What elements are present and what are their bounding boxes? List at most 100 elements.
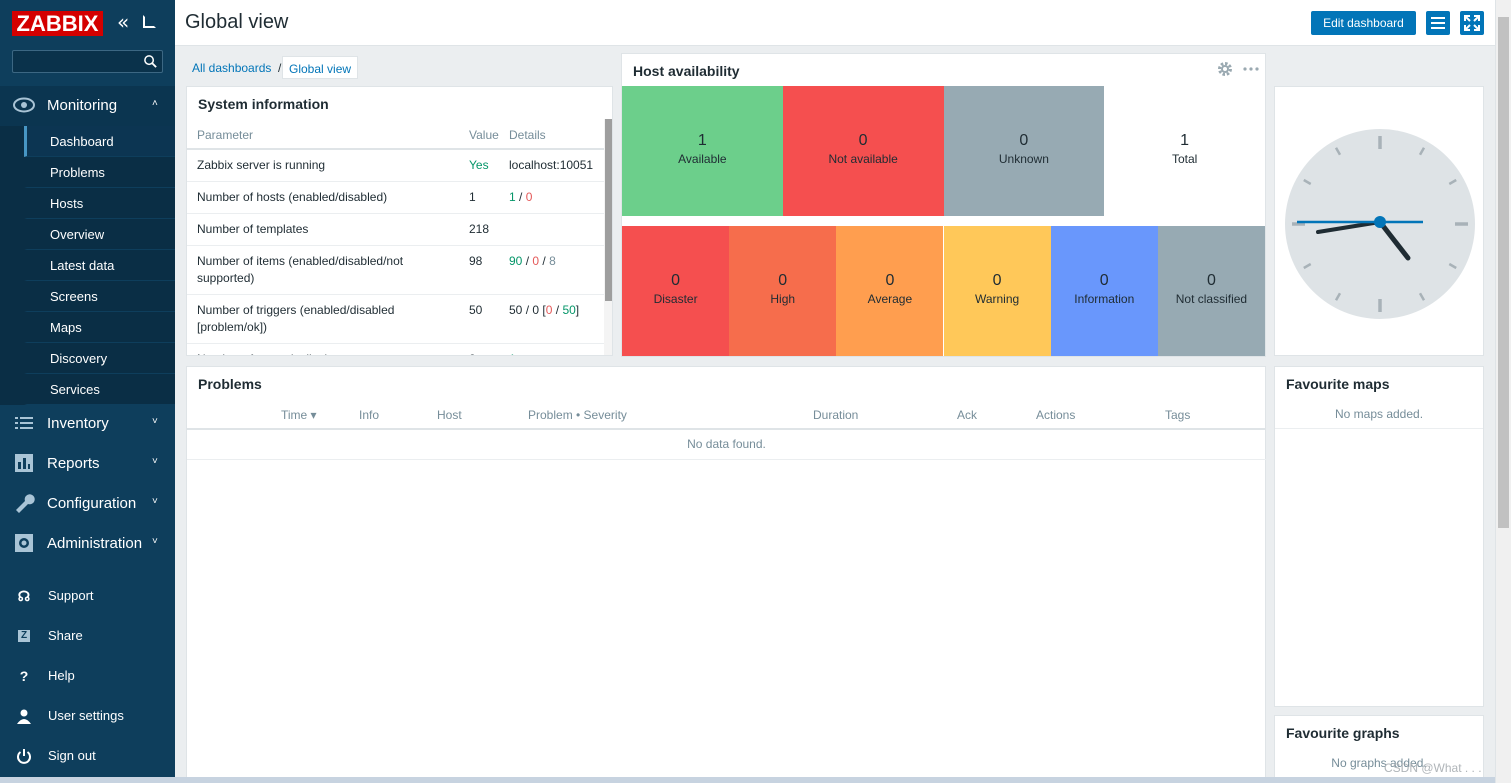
sidebar-support[interactable]: ☊ Support <box>0 581 175 611</box>
disabled-count: 0 <box>532 254 540 268</box>
column-header: Details <box>499 121 605 150</box>
column-header: Parameter <box>187 121 459 150</box>
severity-count: 0 <box>671 272 681 289</box>
no-graphs-message: No graphs added. <box>1331 756 1427 770</box>
list-icon <box>15 417 33 429</box>
sidebar-item-latest-data[interactable]: Latest data <box>24 250 175 281</box>
user-settings-label: User settings <box>48 708 124 723</box>
fullscreen-button[interactable] <box>1460 11 1484 35</box>
value-cell: 2 <box>459 343 499 355</box>
page-scrollbar[interactable] <box>1495 0 1511 783</box>
severity-cell[interactable]: 0 High <box>729 226 837 356</box>
sidebar-item-discovery[interactable]: Discovery <box>24 343 175 374</box>
severity-label: Warning <box>974 292 1020 306</box>
clock-tick <box>1334 292 1342 301</box>
severity-cell[interactable]: 0 Average <box>836 226 944 356</box>
sidebar-item-problems[interactable]: Problems <box>24 157 175 188</box>
severity-count: 0 <box>778 272 788 289</box>
details-cell: 1 / 0 <box>499 181 605 214</box>
sidebar-sign-out[interactable]: Sign out <box>0 741 175 771</box>
edit-dashboard-button[interactable]: Edit dashboard <box>1311 11 1416 35</box>
details-cell: 1 <box>499 343 605 355</box>
severity-label: Average <box>867 292 913 306</box>
sign-out-label: Sign out <box>48 748 96 763</box>
host-availability-widget: Host availability 1 Available 0 Not availab… <box>621 53 1266 357</box>
table-row: Number of triggers (enabled/disabled [pr… <box>187 294 605 344</box>
widget-title: Problems <box>198 376 262 392</box>
severity-row: 0 Disaster 0 High 0 Average 0 Warning 0 Informati… <box>622 226 1265 356</box>
collapse-sidebar-icon[interactable]: « <box>117 10 130 34</box>
param-cell: Number of items (enabled/disabled/not su… <box>187 245 459 295</box>
widget-scrollbar-thumb[interactable] <box>605 119 612 301</box>
user-icon <box>17 709 31 724</box>
menu-configuration[interactable]: Configuration ˅ <box>0 484 175 524</box>
problems-widget: Problems Time ▾ Info Host Problem • Seve… <box>186 366 1266 783</box>
severity-cell[interactable]: 0 Not classified <box>1157 226 1265 356</box>
wrench-icon <box>16 494 35 513</box>
clock-tick <box>1448 178 1457 186</box>
column-header: Info <box>359 401 437 430</box>
column-header: Actions <box>1036 401 1165 430</box>
clock-tick <box>1418 292 1426 301</box>
availability-row: 1 Available 0 Not available 0 Unknown 1 Total <box>622 86 1265 216</box>
ok-count: 50 <box>562 303 576 317</box>
sidebar-share[interactable]: Z Share <box>0 621 175 651</box>
menu-monitoring-label: Monitoring <box>47 97 118 114</box>
widget-scrollbar[interactable] <box>604 119 612 355</box>
actions-menu-button[interactable] <box>1426 11 1450 35</box>
table-row: Number of templates 218 <box>187 213 605 246</box>
severity-cell[interactable]: 0 Warning <box>943 226 1051 356</box>
menu-monitoring[interactable]: Monitoring ˄ <box>0 86 175 126</box>
clock-tick <box>1334 147 1342 156</box>
details-cell: 90 / 0 / 8 <box>499 245 605 295</box>
no-maps-message: No maps added. <box>1275 401 1483 429</box>
availability-count: 0 <box>1019 132 1029 149</box>
sidebar-item-overview[interactable]: Overview <box>24 219 175 250</box>
more-options-icon[interactable] <box>1242 61 1260 77</box>
breadcrumb-all-dashboards[interactable]: All dashboards <box>192 61 272 75</box>
menu-inventory[interactable]: Inventory ˅ <box>0 404 175 444</box>
column-header-time[interactable]: Time ▾ <box>281 401 359 430</box>
search-icon[interactable] <box>143 54 158 69</box>
sidebar-item-services[interactable]: Services <box>24 374 175 405</box>
severity-cell[interactable]: 0 Information <box>1050 226 1158 356</box>
availability-cell[interactable]: 1 Available <box>622 86 783 216</box>
value-cell: 98 <box>459 245 499 295</box>
page-header: Global view Edit dashboard <box>175 0 1495 46</box>
sidebar-item-screens[interactable]: Screens <box>24 281 175 312</box>
column-header: Value <box>459 121 499 150</box>
problems-table: Time ▾ Info Host Problem • Severity Dura… <box>187 401 1266 460</box>
availability-cell[interactable]: 1 Total <box>1104 86 1265 216</box>
details-cell <box>499 213 605 246</box>
severity-cell[interactable]: 0 Disaster <box>622 226 730 356</box>
menu-administration[interactable]: Administration ˅ <box>0 524 175 564</box>
clock-tick <box>1448 262 1457 270</box>
breadcrumb-separator: / <box>278 61 282 75</box>
menu-reports[interactable]: Reports ˅ <box>0 444 175 484</box>
availability-label: Available <box>678 152 727 166</box>
share-label: Share <box>48 628 83 643</box>
availability-cell[interactable]: 0 Not available <box>782 86 944 216</box>
hide-sidebar-icon[interactable] <box>143 15 156 28</box>
availability-label: Unknown <box>998 152 1049 166</box>
param-cell: Number of users (online) <box>187 343 459 355</box>
sidebar-help[interactable]: ? Help <box>0 661 175 691</box>
widget-title: Host availability <box>633 63 740 79</box>
page-scrollbar-thumb[interactable] <box>1498 17 1509 528</box>
sidebar-user-settings[interactable]: User settings <box>0 701 175 731</box>
search-input[interactable] <box>12 50 163 73</box>
hamburger-icon <box>1431 17 1445 29</box>
severity-count: 0 <box>1099 272 1109 289</box>
breadcrumb-current[interactable]: Global view <box>282 56 359 79</box>
sidebar-item-hosts[interactable]: Hosts <box>24 188 175 219</box>
sidebar-item-dashboard[interactable]: Dashboard <box>24 126 175 157</box>
clock-tick <box>1303 178 1312 186</box>
sidebar-item-maps[interactable]: Maps <box>24 312 175 343</box>
availability-cell[interactable]: 0 Unknown <box>943 86 1105 216</box>
unsupported-count: 8 <box>549 254 556 268</box>
zabbix-logo[interactable]: ZABBIX <box>12 11 103 36</box>
menu-administration-label: Administration <box>47 535 143 552</box>
gear-icon[interactable] <box>1217 61 1233 77</box>
os-taskbar <box>0 777 1495 783</box>
system-information-widget: System information Parameter Value Detai… <box>186 86 613 356</box>
